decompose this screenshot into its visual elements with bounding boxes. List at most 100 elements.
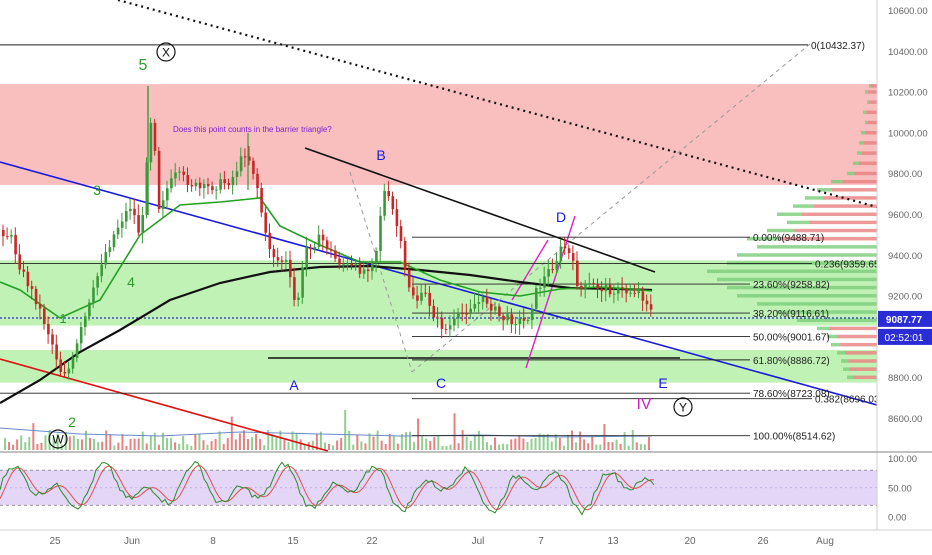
volume-bar	[647, 436, 650, 450]
candle-body	[211, 186, 214, 191]
volume-bar	[441, 445, 444, 450]
volume-bar	[453, 413, 456, 450]
volume-bar	[538, 433, 541, 450]
volume-bar	[64, 431, 67, 450]
volume-bar	[72, 435, 75, 450]
candle-body	[600, 288, 604, 292]
candle-body	[477, 302, 481, 304]
volume-bar	[392, 436, 395, 450]
volume-bar	[400, 433, 403, 450]
candle-body	[137, 215, 140, 233]
volume-bar	[579, 431, 582, 450]
candle-body	[317, 234, 321, 248]
volume-bar	[352, 444, 355, 450]
volume-bar	[566, 434, 569, 450]
profile-bar	[868, 90, 877, 94]
candle-body	[71, 358, 75, 369]
candle-body	[59, 359, 62, 372]
candle-body	[584, 283, 587, 289]
candle-body	[633, 292, 636, 294]
volume-bar	[514, 438, 517, 450]
volume-bar	[259, 438, 262, 450]
volume-bar	[425, 438, 428, 450]
candle-body	[116, 227, 120, 235]
volume-bar	[477, 430, 480, 450]
candle-body	[170, 178, 173, 189]
profile-bar	[857, 151, 862, 155]
profile-bar	[865, 120, 868, 125]
profile-bar	[865, 130, 877, 135]
volume-bar	[550, 441, 553, 450]
circled-label-ring	[673, 397, 693, 417]
price-tick-label: 9400.00	[888, 251, 922, 262]
candle-body	[559, 246, 563, 262]
candle-body	[289, 259, 292, 278]
fib-level-label: 23.60%(9258.82)	[753, 280, 830, 291]
volume-bar	[218, 431, 221, 450]
time-tick-label: Jun	[124, 536, 140, 547]
volume-bar	[283, 439, 286, 450]
volume-bar	[117, 442, 120, 450]
volume-bar	[28, 437, 31, 450]
profile-bar	[863, 141, 877, 145]
volume-bar	[4, 438, 6, 450]
profile-bar	[853, 161, 859, 166]
stoch-tick-label: 100.00	[888, 454, 917, 465]
profile-bar	[845, 351, 877, 355]
candle-body	[2, 230, 5, 237]
profile-bar	[831, 179, 843, 184]
candle-body	[84, 316, 87, 328]
volume-bar	[113, 445, 116, 450]
volume-bar	[485, 442, 488, 450]
candle-body	[555, 261, 559, 270]
price-tick-label: 9600.00	[888, 210, 922, 221]
wave-label-b: B	[376, 147, 385, 163]
volume-bar	[97, 442, 100, 450]
volume-bar	[344, 409, 347, 450]
candle-body	[518, 318, 522, 325]
candle-body	[498, 306, 501, 316]
circled-label-w: W	[52, 433, 64, 447]
price-tick-label: 10600.00	[888, 6, 928, 17]
volume-bar	[279, 430, 282, 450]
volume-bar	[8, 442, 11, 450]
fib-level-label: 38.20%(9116.61)	[753, 309, 829, 320]
volume-bar	[522, 438, 525, 450]
price-tick-label: 10200.00	[888, 88, 928, 99]
volume-bar	[526, 441, 529, 450]
price-tick-label: 9800.00	[888, 169, 922, 180]
profile-bar	[832, 310, 877, 314]
volume-bar	[52, 437, 55, 450]
dotted-trendline	[117, 0, 878, 209]
candle-body	[125, 211, 128, 222]
profile-bar	[814, 253, 877, 257]
fib-level-label: 61.80%(8886.72)	[753, 356, 830, 367]
candle-body	[6, 236, 9, 238]
volume-bar	[364, 443, 367, 450]
candle-body	[325, 240, 329, 250]
candle-body	[453, 318, 456, 326]
volume-bar	[186, 444, 189, 450]
volume-bar	[93, 438, 96, 450]
candle-body	[55, 344, 58, 360]
circled-label-ring	[156, 42, 176, 62]
volume-bar	[510, 439, 513, 450]
volume-bar	[247, 438, 249, 450]
volume-bar	[583, 439, 586, 450]
candle-body	[202, 184, 206, 189]
volume-bar	[56, 433, 59, 450]
candle-body	[539, 287, 542, 289]
resistance-zone	[0, 84, 877, 185]
candle-body	[297, 297, 300, 300]
volume-bar	[242, 430, 245, 450]
time-tick-label: 15	[287, 536, 299, 547]
fib-level-label: 0.382(8696.03)	[815, 395, 883, 406]
volume-bar	[109, 434, 112, 450]
candle-body	[141, 214, 144, 233]
candle-body	[383, 190, 386, 216]
candle-body	[371, 262, 374, 272]
candle-body	[346, 263, 349, 265]
volume-bar	[445, 445, 448, 450]
candle-body	[621, 287, 624, 290]
